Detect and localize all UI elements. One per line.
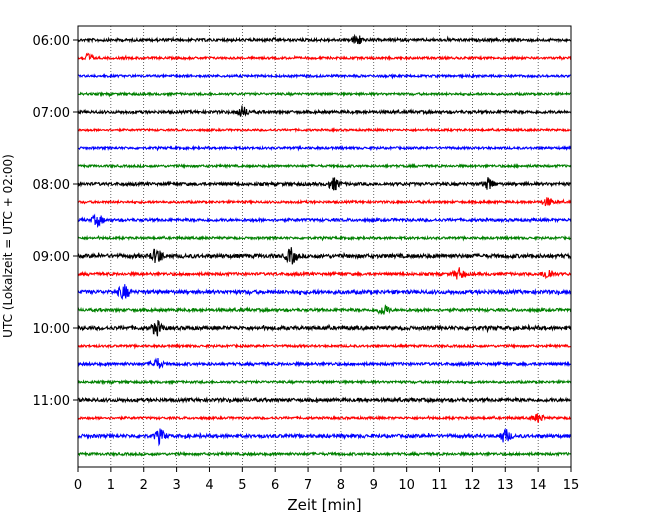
trace-0615 (77, 52, 572, 62)
x-tick-label-14: 14 (530, 478, 547, 493)
trace-0645 (77, 90, 572, 98)
trace-0945 (77, 304, 572, 315)
trace-1145 (77, 450, 572, 458)
x-tick-label-13: 13 (497, 478, 514, 493)
x-tick-label-9: 9 (370, 478, 378, 493)
x-tick-label-11: 11 (431, 478, 448, 493)
trace-0700 (77, 105, 572, 117)
x-tick-label-3: 3 (172, 478, 180, 493)
trace-0630 (77, 72, 572, 80)
x-axis-ticks: 0 1 2 3 4 5 6 7 8 9 10 11 12 13 14 15 (74, 467, 579, 493)
trace-1015 (77, 342, 572, 350)
trace-0600 (77, 33, 572, 45)
y-tick-label-3: 09:00 (33, 250, 70, 265)
y-axis-ticks: 06:00 07:00 08:00 09:00 10:00 11:00 (33, 34, 78, 409)
trace-0715 (77, 127, 572, 133)
trace-1030 (77, 357, 572, 369)
trace-0800 (77, 177, 572, 191)
trace-0900 (77, 247, 572, 265)
trace-0730 (77, 144, 572, 152)
x-tick-label-7: 7 (304, 478, 312, 493)
y-tick-label-5: 11:00 (33, 394, 70, 409)
trace-0845 (77, 234, 572, 242)
trace-0815 (77, 197, 572, 207)
x-tick-label-1: 1 (107, 478, 115, 493)
x-tick-label-0: 0 (74, 478, 82, 493)
trace-0915 (77, 267, 572, 280)
x-tick-label-15: 15 (563, 478, 580, 493)
y-tick-label-4: 10:00 (33, 322, 70, 337)
y-tick-label-0: 06:00 (33, 34, 70, 49)
y-axis-label: UTC (Lokalzeit = UTC + 02:00) (1, 154, 15, 338)
y-tick-label-2: 08:00 (33, 178, 70, 193)
trace-1045 (77, 378, 572, 386)
trace-1100 (77, 396, 572, 404)
trace-0745 (77, 162, 572, 170)
x-tick-label-6: 6 (271, 478, 279, 493)
trace-0830 (77, 213, 572, 229)
x-tick-label-8: 8 (337, 478, 345, 493)
x-tick-label-10: 10 (398, 478, 415, 493)
trace-1115 (77, 412, 572, 423)
x-tick-label-2: 2 (140, 478, 148, 493)
trace-1000 (77, 319, 572, 337)
seismogram-traces (77, 33, 572, 458)
x-tick-label-5: 5 (238, 478, 246, 493)
trace-0930 (77, 284, 572, 301)
x-axis-label: Zeit [min] (287, 496, 361, 514)
x-tick-label-4: 4 (205, 478, 213, 493)
x-tick-label-12: 12 (464, 478, 481, 493)
plot-frame (77, 25, 572, 468)
y-tick-label-1: 07:00 (33, 106, 70, 121)
trace-1130 (77, 428, 572, 447)
